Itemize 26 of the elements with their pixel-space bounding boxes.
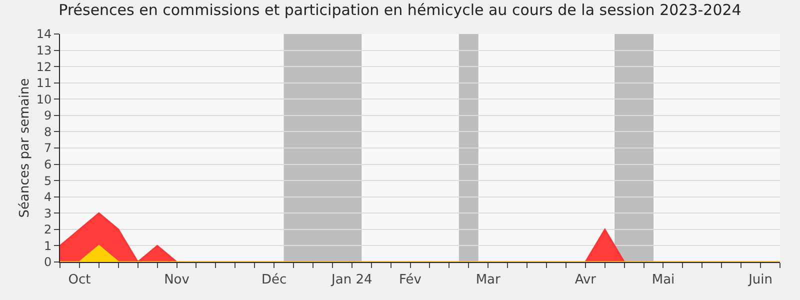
y-tick-label: 0: [44, 255, 52, 270]
y-tick-label: 10: [36, 92, 52, 106]
x-tick-label: Mar: [476, 272, 502, 288]
y-tick-label: 9: [44, 108, 52, 123]
y-tick-label: 1: [44, 238, 52, 253]
y-tick-label: 7: [44, 141, 52, 156]
x-tick-label: Nov: [164, 272, 190, 288]
y-tick-label: 3: [44, 206, 52, 220]
y-tick-label: 12: [36, 60, 52, 74]
x-tick-label: Oct: [68, 272, 91, 288]
y-tick-label: 5: [44, 174, 52, 188]
x-tick-label: Avr: [574, 272, 597, 288]
x-tick-label: Juin: [748, 272, 773, 288]
y-tick-label: 14: [36, 27, 52, 42]
x-tick-label: Déc: [261, 272, 287, 288]
x-tick-label: Jan 24: [330, 272, 372, 288]
x-tick-label: Fév: [399, 272, 422, 288]
chart-title: Présences en commissions et participation en hémicycle au cours de la session 2023-2024: [58, 1, 742, 19]
y-tick-label: 6: [44, 157, 52, 172]
y-tick-label: 4: [44, 190, 52, 204]
x-tick-label: Mai: [652, 272, 675, 288]
y-tick-label: 13: [36, 43, 52, 58]
y-tick-label: 2: [44, 222, 52, 237]
y-tick-label: 8: [44, 124, 52, 139]
y-tick-label: 11: [36, 76, 52, 90]
y-axis-title: Séances par semaine: [17, 78, 32, 218]
